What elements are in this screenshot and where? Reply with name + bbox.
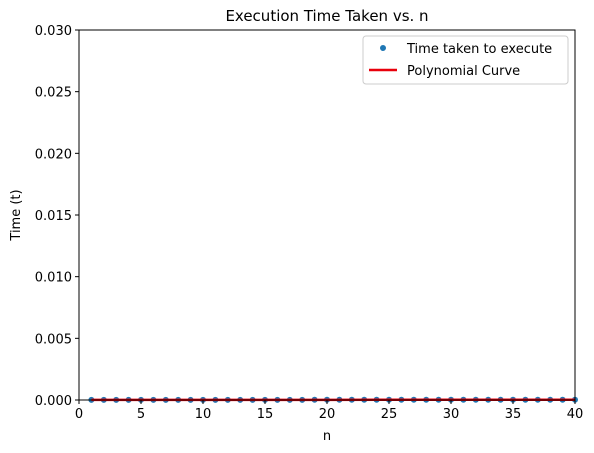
y-tick-label: 0.000 <box>35 394 72 409</box>
y-tick-label: 0.020 <box>35 147 72 162</box>
x-axis: 0 5 10 15 20 25 30 35 40 <box>75 400 583 422</box>
y-axis: 0.000 0.005 0.010 0.015 0.020 0.025 0.030 <box>35 24 79 409</box>
x-axis-label: n <box>323 429 331 444</box>
y-tick-label: 0.005 <box>35 332 72 347</box>
x-tick-label: 5 <box>137 407 145 422</box>
y-axis-label: Time (t) <box>9 189 24 241</box>
x-tick-label: 30 <box>443 407 460 422</box>
legend-label-time-taken: Time taken to execute <box>406 42 552 57</box>
x-tick-label: 20 <box>319 407 336 422</box>
x-tick-label: 40 <box>567 407 584 422</box>
y-tick-label: 0.025 <box>35 86 72 101</box>
y-tick-label: 0.030 <box>35 24 72 39</box>
y-tick-label: 0.015 <box>35 209 72 224</box>
x-tick-label: 0 <box>75 407 83 422</box>
x-tick-label: 25 <box>381 407 398 422</box>
legend: Time taken to execute Polynomial Curve <box>362 35 569 85</box>
x-tick-label: 10 <box>195 407 212 422</box>
y-tick-label: 0.010 <box>35 271 72 286</box>
x-tick-label: 35 <box>505 407 522 422</box>
chart-title: Execution Time Taken vs. n <box>225 7 428 25</box>
legend-label-polynomial: Polynomial Curve <box>407 64 520 79</box>
legend-box <box>362 35 569 85</box>
legend-marker-time-taken <box>380 45 386 51</box>
x-tick-label: 15 <box>257 407 274 422</box>
